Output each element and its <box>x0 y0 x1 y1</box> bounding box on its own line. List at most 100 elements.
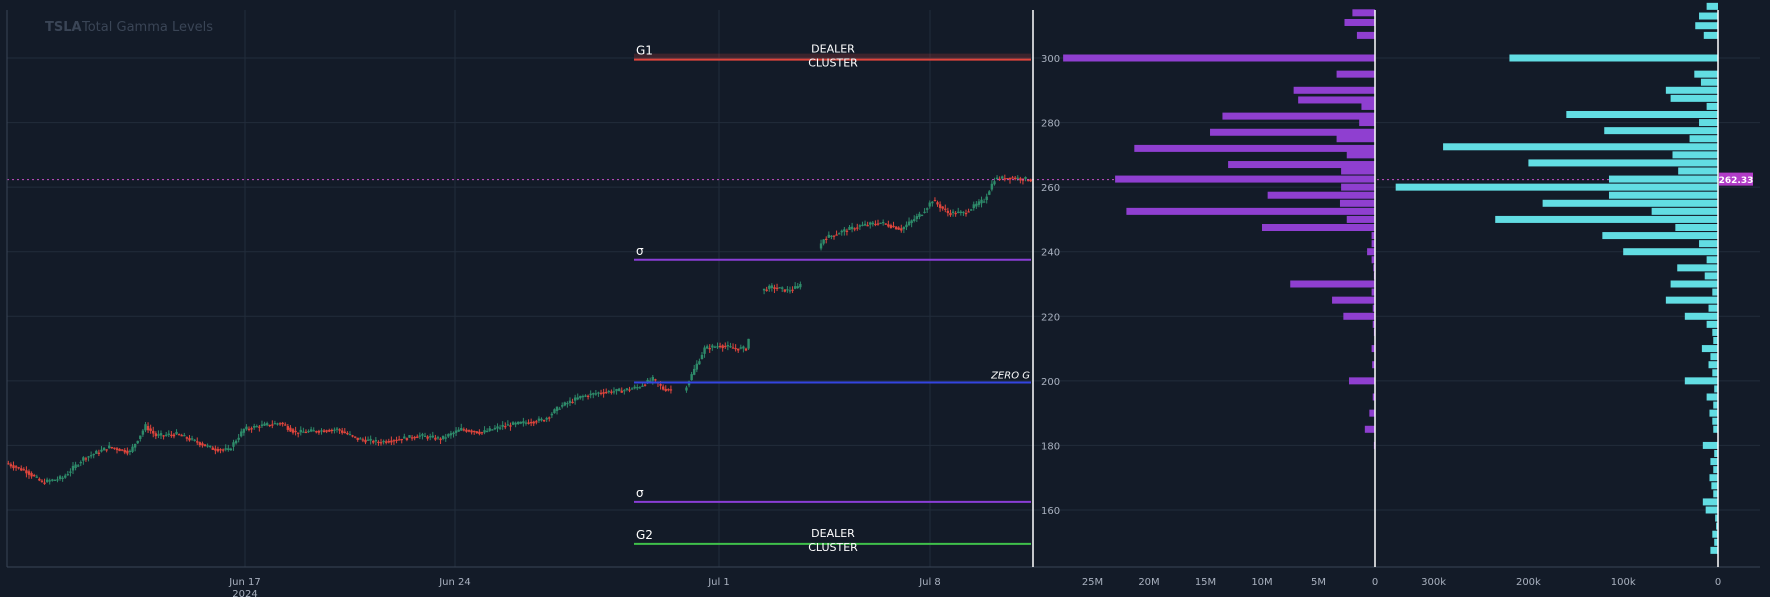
candle-body <box>643 384 647 386</box>
candle-body <box>990 183 994 190</box>
candle-body <box>612 391 616 393</box>
candle-body <box>1029 179 1032 182</box>
candle-body <box>473 430 476 433</box>
candle-body <box>837 233 841 235</box>
candle-body <box>201 443 204 446</box>
candle-body <box>522 421 525 424</box>
candle-body <box>320 430 323 432</box>
candle-body <box>465 429 468 432</box>
candle-body <box>568 400 572 404</box>
oi-bar <box>1706 102 1718 110</box>
gamma-tick-label: 25M <box>1082 577 1103 588</box>
candle-body <box>724 345 727 348</box>
candle-body <box>392 440 396 442</box>
candle-body <box>69 471 72 473</box>
level-annotation: DEALER <box>811 43 855 56</box>
oi-bar <box>1706 320 1718 328</box>
candle-body <box>40 480 44 482</box>
gamma-bar <box>1372 320 1375 328</box>
candle-body <box>589 393 592 396</box>
candle-body <box>74 464 77 469</box>
candle-body <box>390 440 393 443</box>
level-annotation: DEALER <box>811 527 855 540</box>
gamma-bar <box>1371 232 1375 240</box>
oi-bar <box>1651 207 1718 215</box>
candle-body <box>509 425 512 427</box>
candle-body <box>498 427 502 429</box>
candle-body <box>822 239 825 244</box>
candle-body <box>555 406 559 411</box>
gamma-bar <box>1371 240 1375 248</box>
oi-bar <box>1712 328 1718 336</box>
candle-body <box>291 429 295 433</box>
oi-bar <box>1665 296 1718 304</box>
candle-body <box>309 429 313 432</box>
candle-body <box>563 402 566 406</box>
candle-body <box>506 424 510 426</box>
candle-body <box>980 199 983 204</box>
gamma-bar <box>1371 256 1375 264</box>
candle-body <box>737 348 740 351</box>
oi-bar <box>1700 78 1718 86</box>
candle-body <box>995 177 999 180</box>
price-tick-label: 160 <box>1041 506 1060 517</box>
candle-body <box>397 439 401 441</box>
candle-body <box>832 235 836 237</box>
gamma-bar <box>1336 135 1375 143</box>
oi-bar <box>1665 86 1718 94</box>
candle-body <box>315 431 318 433</box>
candle-body <box>478 431 481 434</box>
candle-body <box>617 388 621 391</box>
candle-body <box>623 390 626 392</box>
candle-body <box>527 422 530 424</box>
price-tick-label: 300 <box>1041 54 1060 65</box>
candle-body <box>858 225 862 227</box>
candle-body <box>260 424 264 427</box>
candle-body <box>517 421 520 425</box>
candle-body <box>188 438 191 441</box>
candle-body <box>120 449 124 451</box>
candle-body <box>946 210 950 214</box>
gamma-bar <box>1371 288 1375 296</box>
date-tick-label: Jun 17 <box>228 577 261 588</box>
candle-body <box>152 430 155 434</box>
candle-body <box>444 437 447 439</box>
candle-body <box>100 449 103 452</box>
candle-body <box>441 435 445 439</box>
candle-body <box>87 456 90 458</box>
gamma-bar <box>1343 312 1375 320</box>
candle-body <box>630 388 634 390</box>
candle-body <box>493 427 497 430</box>
candle-body <box>281 422 284 425</box>
candle-body <box>470 430 473 433</box>
gamma-bar <box>1115 175 1375 183</box>
oi-bar <box>1702 441 1718 449</box>
candle-body <box>703 347 706 354</box>
gamma-tick-label: 15M <box>1195 577 1216 588</box>
candle-body <box>913 219 916 222</box>
candle-body <box>962 211 965 214</box>
oi-bar <box>1509 54 1718 62</box>
candle-body <box>154 433 158 437</box>
candle-body <box>480 432 484 434</box>
oi-bar <box>1714 538 1718 546</box>
candle-body <box>159 433 163 436</box>
candle-body <box>76 465 80 467</box>
gamma-bar <box>1344 18 1375 26</box>
candle-body <box>488 428 491 431</box>
candle-body <box>765 289 768 291</box>
candle-body <box>592 393 595 395</box>
candle-body <box>641 385 644 387</box>
candle-body <box>1011 177 1014 179</box>
candle-body <box>535 421 538 423</box>
oi-bar <box>1684 377 1718 385</box>
candle-body <box>768 285 771 289</box>
price-tick-label: 280 <box>1041 119 1060 130</box>
candle-body <box>848 226 851 230</box>
candle-body <box>58 476 62 479</box>
candle-body <box>889 225 893 229</box>
candle-body <box>364 439 367 443</box>
gamma-bar <box>1352 9 1375 17</box>
candle-body <box>38 478 41 481</box>
candle-body <box>79 462 82 464</box>
